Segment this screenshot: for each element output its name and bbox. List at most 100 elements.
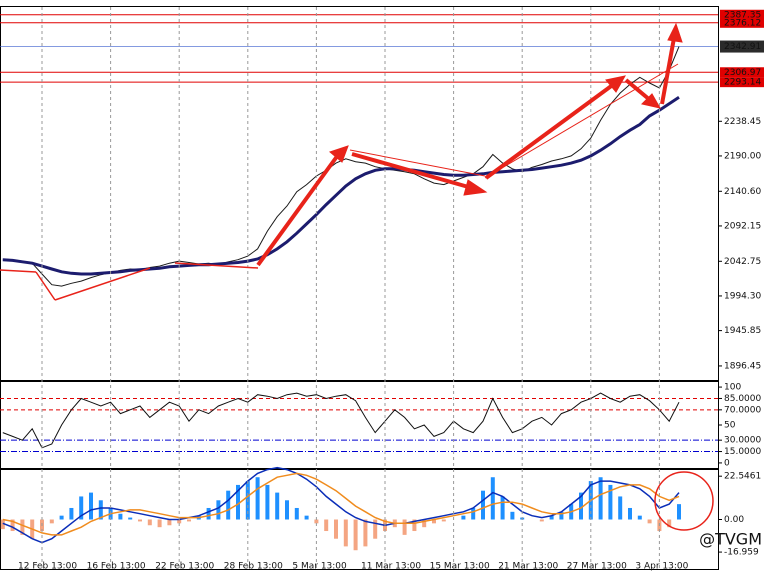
histogram-bar: [598, 477, 603, 520]
histogram-bar: [69, 507, 74, 520]
trend-line: [174, 262, 259, 269]
level-label: 2376.12: [724, 18, 761, 28]
arrow-head: [328, 145, 349, 163]
watermark: @TVGM: [699, 530, 762, 549]
y-tick-label: 1896.45: [724, 361, 761, 371]
series-line: [2, 96, 680, 276]
histogram-bar: [432, 519, 436, 524]
x-tick-label: 27 Mar 13:00: [567, 562, 627, 572]
y-tick-label: 1945.85: [724, 326, 761, 336]
histogram-bar: [559, 511, 564, 520]
histogram-bar: [500, 496, 505, 520]
y-tick-label: 2190.00: [724, 151, 761, 161]
y-tick-label: 2092.15: [724, 221, 761, 231]
histogram-bar: [59, 515, 64, 520]
histogram-bar: [628, 507, 632, 520]
histogram-bar: [314, 519, 319, 524]
histogram-bar: [98, 500, 103, 520]
x-tick-label: 22 Feb 13:00: [155, 562, 214, 572]
y-tick-label: 50: [724, 421, 736, 431]
histogram-bar: [294, 507, 299, 520]
histogram-bar: [177, 519, 182, 524]
histogram-bar: [549, 515, 554, 520]
arrow: [660, 37, 676, 105]
histogram-bar: [363, 519, 368, 547]
level-box: [720, 67, 764, 78]
histogram-bar: [206, 507, 211, 520]
histogram-bar: [167, 519, 172, 526]
histogram-bar: [481, 490, 485, 520]
current-label: 2342.91: [724, 42, 761, 52]
y-tick-label: 22.5461: [724, 472, 761, 482]
histogram-bar: [677, 504, 681, 520]
trend-line: [35, 271, 56, 301]
histogram-bar: [471, 507, 476, 520]
x-tick-label: 5 Mar 13:00: [292, 562, 347, 572]
histogram-bar: [187, 519, 191, 522]
level-label: 2293.14: [724, 78, 761, 88]
y-tick-label: 85.0000: [724, 394, 761, 404]
level-label: 2387.35: [724, 10, 761, 20]
series-line: [2, 472, 680, 536]
y-tick-label: 0.00: [724, 515, 744, 525]
y-tick-label: 2042.75: [724, 257, 761, 267]
histogram-bar: [579, 492, 583, 520]
histogram-bar: [285, 500, 289, 520]
x-tick-label: 21 Mar 13:00: [498, 562, 558, 572]
histogram-bar: [226, 490, 231, 520]
trend-line: [484, 63, 679, 179]
histogram-bar: [618, 496, 623, 520]
y-tick-label: 0: [724, 458, 730, 468]
current-box: [720, 40, 764, 53]
histogram-bar: [334, 519, 338, 539]
histogram-bar: [510, 511, 515, 520]
level-box: [720, 9, 764, 20]
histogram-bar: [402, 519, 407, 535]
histogram-bar: [441, 519, 446, 522]
level-label: 2306.97: [724, 68, 761, 78]
arrow: [256, 153, 340, 267]
histogram-bar: [304, 515, 309, 520]
x-tick-label: 28 Feb 13:00: [224, 562, 283, 572]
series-line: [2, 466, 680, 544]
annotations: [0, 22, 714, 531]
y-tick-label: 30.0000: [724, 436, 761, 446]
histogram-bar: [147, 519, 152, 526]
histogram-bar: [490, 477, 495, 520]
arrow-head: [463, 179, 488, 196]
level-box: [720, 77, 764, 88]
histogram-bar: [89, 492, 93, 520]
histogram-bar: [79, 496, 84, 520]
trend-line: [349, 149, 486, 177]
y-tick-label: 1994.30: [724, 291, 761, 301]
histogram-bar: [128, 517, 133, 520]
main-frame: [0, 6, 719, 381]
histogram-bar: [373, 519, 378, 539]
histogram-bar: [647, 519, 652, 524]
histogram-bar: [412, 519, 417, 532]
x-tick-label: 15 Mar 13:00: [430, 562, 490, 572]
histogram-bar: [49, 519, 54, 524]
x-tick-label: 3 Apr 13:00: [635, 562, 688, 572]
histogram-bar: [265, 484, 270, 520]
arrow-head: [605, 75, 626, 93]
histogram-bar: [236, 484, 240, 520]
histogram-bar: [461, 515, 466, 520]
y-tick-label: -16.959: [724, 548, 759, 558]
histogram-bar: [216, 500, 221, 520]
histogram-bar: [324, 519, 329, 532]
trend-line: [54, 267, 151, 301]
histogram-bar: [157, 519, 162, 528]
histogram-bar: [255, 477, 260, 520]
x-tick-label: 16 Feb 13:00: [87, 562, 146, 572]
y-tick-label: 2238.45: [724, 117, 761, 127]
histogram-bar: [275, 492, 280, 520]
y-tick-label: 15.0000: [724, 447, 761, 457]
histogram-bar: [343, 519, 348, 547]
histogram-bar: [20, 519, 25, 535]
histogram-bar: [118, 513, 123, 520]
histogram-bar: [353, 519, 358, 551]
histogram-bar: [539, 519, 544, 522]
x-tick-label: 11 Mar 13:00: [361, 562, 421, 572]
